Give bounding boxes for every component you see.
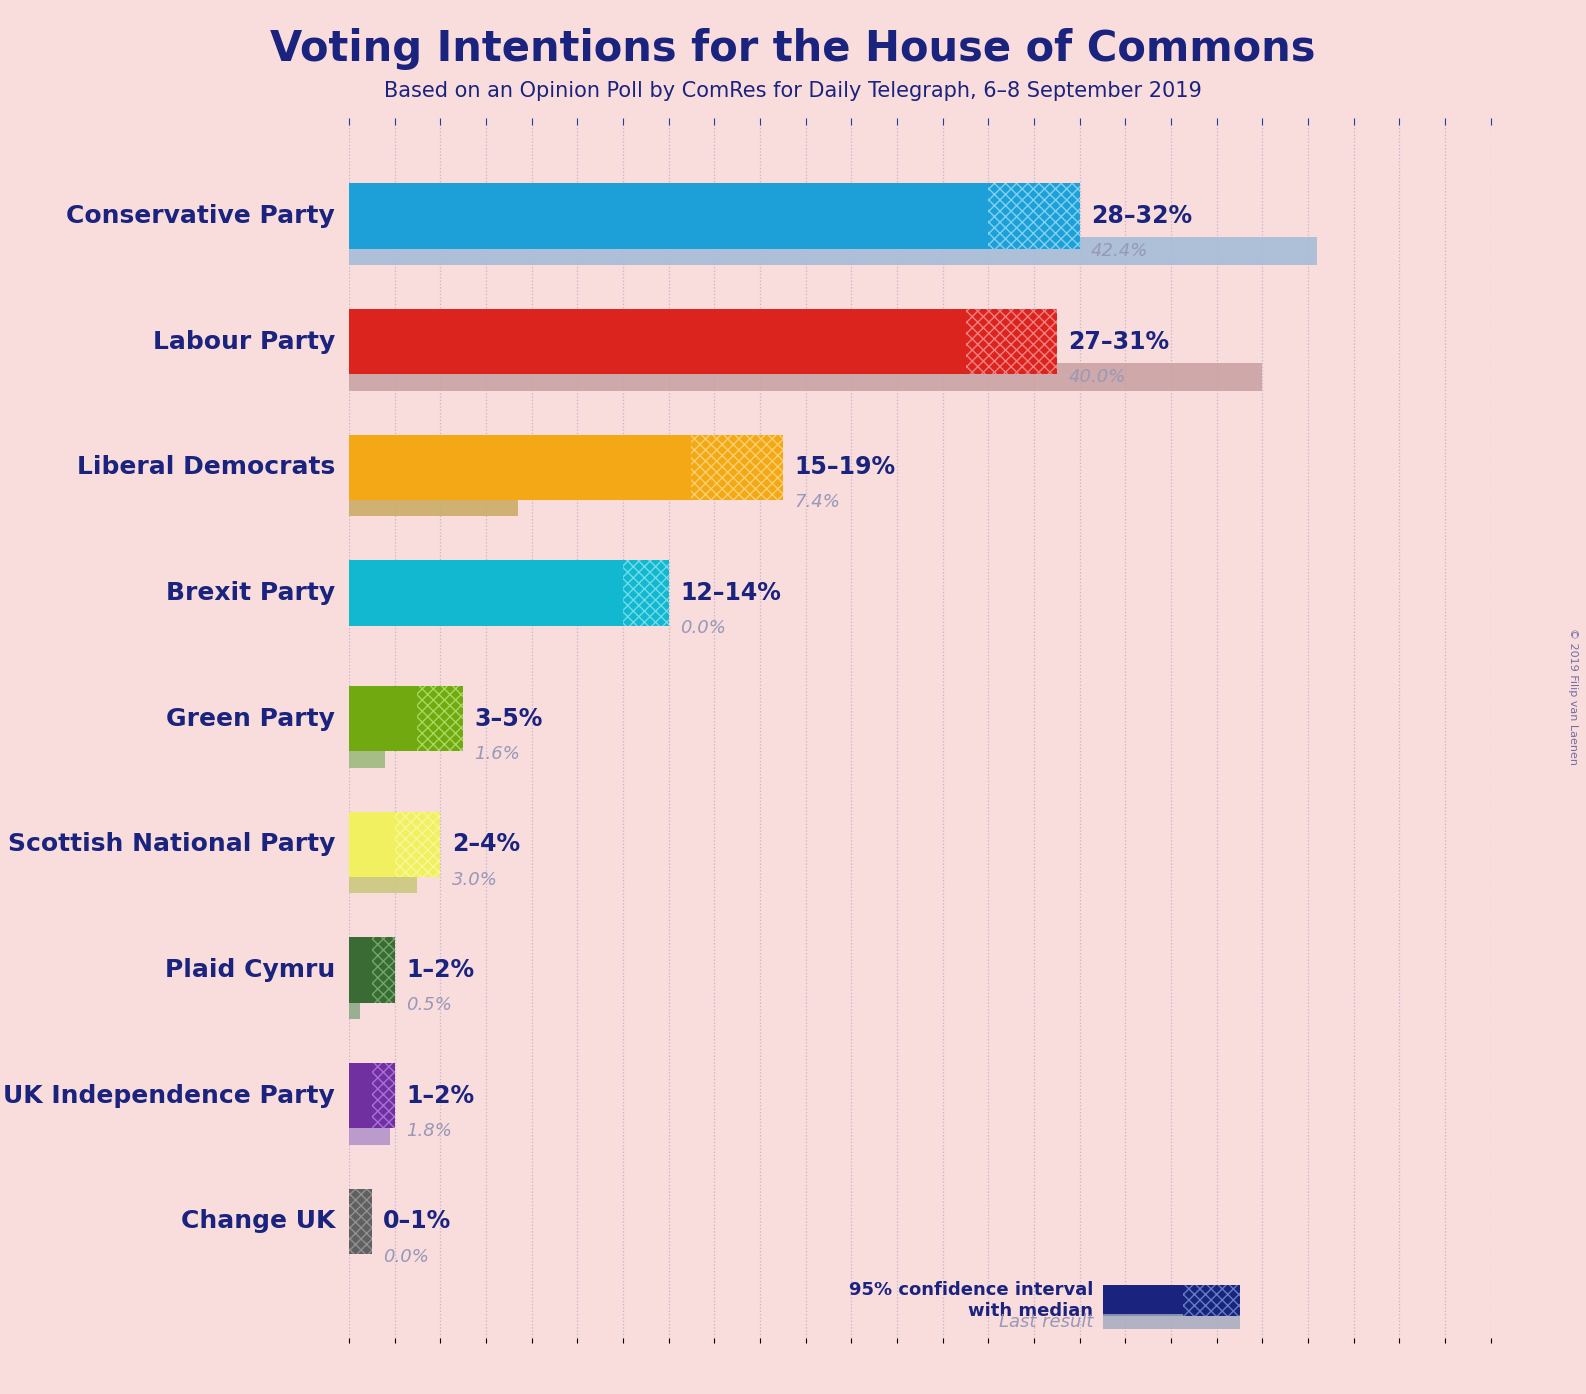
Text: 0.0%: 0.0% bbox=[384, 1248, 430, 1266]
Bar bbox=[395, 811, 441, 877]
Text: with median: with median bbox=[969, 1302, 1093, 1320]
Bar bbox=[1102, 1285, 1183, 1316]
Text: Labour Party: Labour Party bbox=[152, 329, 335, 354]
Text: Liberal Democrats: Liberal Democrats bbox=[78, 456, 335, 480]
Text: 1.6%: 1.6% bbox=[474, 744, 520, 763]
Text: 1.8%: 1.8% bbox=[406, 1122, 452, 1140]
Bar bbox=[1183, 1285, 1240, 1316]
Bar bbox=[966, 309, 1056, 375]
Text: 0–1%: 0–1% bbox=[384, 1210, 452, 1234]
Bar bbox=[691, 435, 783, 500]
Text: 3–5%: 3–5% bbox=[474, 707, 542, 730]
Text: 1–2%: 1–2% bbox=[406, 958, 474, 981]
Bar bbox=[349, 1064, 371, 1128]
Bar bbox=[1183, 1285, 1240, 1316]
Bar bbox=[349, 1189, 371, 1255]
Bar bbox=[349, 309, 966, 375]
Text: 12–14%: 12–14% bbox=[680, 581, 780, 605]
Bar bbox=[349, 866, 417, 894]
Text: Based on an Opinion Poll by ComRes for Daily Telegraph, 6–8 September 2019: Based on an Opinion Poll by ComRes for D… bbox=[384, 81, 1202, 100]
Bar bbox=[371, 937, 395, 1002]
Text: Green Party: Green Party bbox=[167, 707, 335, 730]
Bar bbox=[349, 811, 395, 877]
Bar bbox=[417, 686, 463, 751]
Bar bbox=[349, 991, 360, 1019]
Text: 7.4%: 7.4% bbox=[795, 493, 841, 512]
Text: UK Independence Party: UK Independence Party bbox=[3, 1083, 335, 1108]
Text: Voting Intentions for the House of Commons: Voting Intentions for the House of Commo… bbox=[270, 28, 1316, 70]
Bar bbox=[966, 309, 1056, 375]
Text: 2–4%: 2–4% bbox=[452, 832, 520, 856]
Bar bbox=[349, 183, 988, 248]
Bar bbox=[349, 686, 417, 751]
Bar bbox=[371, 1064, 395, 1128]
Text: 28–32%: 28–32% bbox=[1091, 204, 1193, 229]
Text: Scottish National Party: Scottish National Party bbox=[8, 832, 335, 856]
Text: 1–2%: 1–2% bbox=[406, 1083, 474, 1108]
Text: 0.5%: 0.5% bbox=[406, 997, 452, 1015]
Text: 42.4%: 42.4% bbox=[1091, 243, 1148, 261]
Bar bbox=[1102, 1315, 1240, 1330]
Text: 27–31%: 27–31% bbox=[1069, 329, 1169, 354]
Bar bbox=[349, 1117, 390, 1144]
Text: 0.0%: 0.0% bbox=[680, 619, 726, 637]
Text: 40.0%: 40.0% bbox=[1069, 368, 1126, 386]
Bar bbox=[395, 811, 441, 877]
Bar bbox=[417, 686, 463, 751]
Bar bbox=[691, 435, 783, 500]
Bar bbox=[349, 937, 371, 1002]
Bar bbox=[371, 937, 395, 1002]
Bar bbox=[623, 560, 669, 626]
Bar bbox=[349, 435, 691, 500]
Bar bbox=[988, 183, 1080, 248]
Bar bbox=[349, 237, 1318, 265]
Bar bbox=[371, 1064, 395, 1128]
Bar bbox=[349, 560, 623, 626]
Bar bbox=[349, 362, 1262, 390]
Text: Plaid Cymru: Plaid Cymru bbox=[165, 958, 335, 981]
Bar bbox=[988, 183, 1080, 248]
Text: Brexit Party: Brexit Party bbox=[167, 581, 335, 605]
Text: 95% confidence interval: 95% confidence interval bbox=[849, 1281, 1093, 1299]
Text: Change UK: Change UK bbox=[181, 1210, 335, 1234]
Text: Last result: Last result bbox=[999, 1313, 1093, 1331]
Text: © 2019 Filip van Laenen: © 2019 Filip van Laenen bbox=[1569, 629, 1578, 765]
Bar bbox=[623, 560, 669, 626]
Text: Conservative Party: Conservative Party bbox=[67, 204, 335, 229]
Text: 3.0%: 3.0% bbox=[452, 870, 498, 888]
Bar bbox=[349, 1189, 371, 1255]
Bar bbox=[349, 740, 385, 768]
Bar bbox=[349, 489, 519, 516]
Text: 15–19%: 15–19% bbox=[795, 456, 896, 480]
